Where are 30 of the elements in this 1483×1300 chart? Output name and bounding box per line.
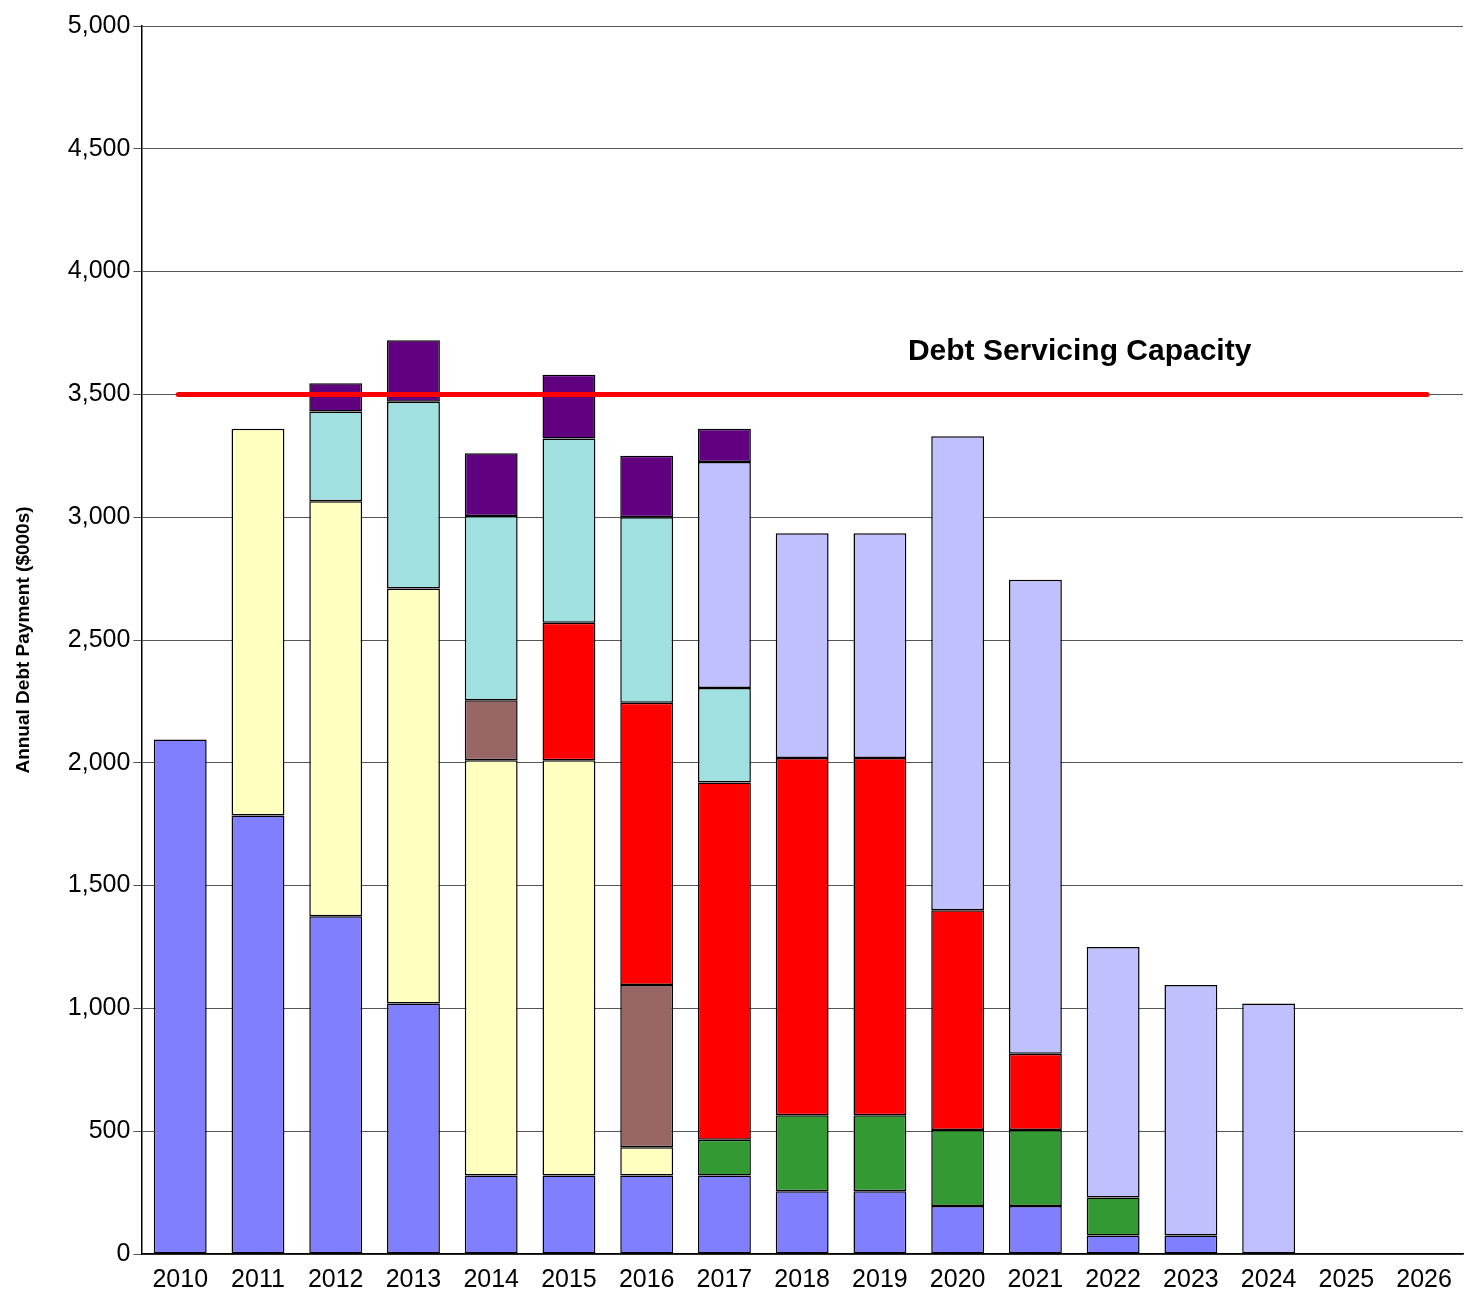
x-tick-label: 2018 bbox=[774, 1263, 830, 1292]
x-tick-label: 2025 bbox=[1318, 1263, 1375, 1292]
ref-line-label: Debt Servicing Capacity bbox=[907, 332, 1252, 366]
y-tick-label: 5,000 bbox=[67, 9, 131, 38]
x-tick-label: 2023 bbox=[1163, 1263, 1219, 1292]
x-tick-label: 2026 bbox=[1396, 1263, 1452, 1292]
x-tick-label: 2010 bbox=[152, 1263, 209, 1292]
x-tick-label: 2022 bbox=[1085, 1263, 1141, 1292]
y-tick-label: 4,000 bbox=[67, 255, 131, 284]
y-tick-label: 2,000 bbox=[67, 746, 131, 775]
y-tick-label: 3,500 bbox=[67, 378, 131, 407]
y-tick-label: 500 bbox=[88, 1115, 131, 1144]
x-tick-label: 2011 bbox=[231, 1263, 285, 1292]
x-tick-label: 2015 bbox=[541, 1263, 597, 1292]
x-tick-label: 2016 bbox=[618, 1263, 675, 1292]
x-tick-label: 2021 bbox=[1007, 1263, 1064, 1292]
x-tick-label: 2024 bbox=[1240, 1263, 1297, 1292]
y-tick-label: 2,500 bbox=[67, 623, 131, 652]
x-tick-label: 2013 bbox=[385, 1263, 442, 1292]
x-tick-label: 2014 bbox=[463, 1263, 520, 1292]
x-tick-label: 2017 bbox=[696, 1263, 753, 1292]
y-tick-label: 1,500 bbox=[67, 869, 131, 898]
x-tick-label: 2020 bbox=[929, 1263, 986, 1292]
y-tick-label: 1,000 bbox=[67, 992, 131, 1021]
y-tick-label: 4,500 bbox=[67, 132, 131, 161]
x-tick-label: 2019 bbox=[852, 1263, 908, 1292]
y-tick-label: 0 bbox=[116, 1237, 131, 1266]
y-axis-title: Annual Debt Payment ($000s) bbox=[11, 506, 33, 774]
x-tick-label: 2012 bbox=[307, 1263, 364, 1292]
y-tick-label: 3,000 bbox=[67, 501, 131, 530]
